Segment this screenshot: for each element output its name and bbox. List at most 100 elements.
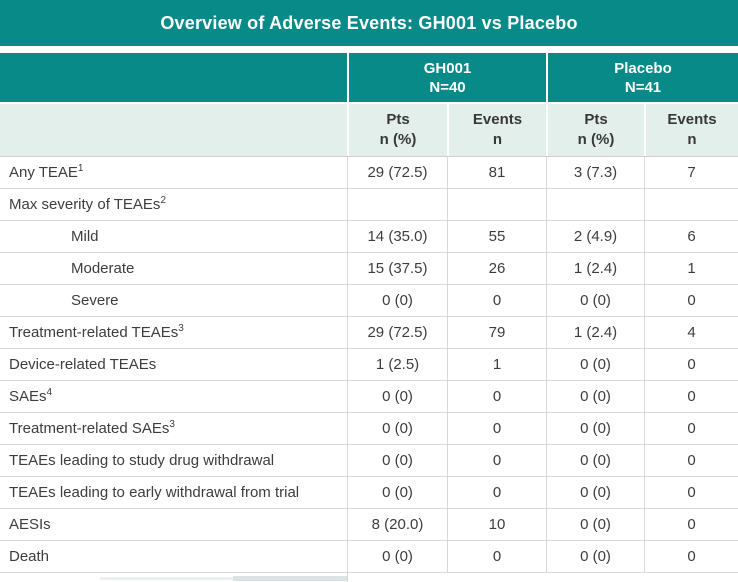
value-cell: 0	[644, 285, 738, 316]
value-cell: 0	[644, 509, 738, 540]
table-row-death: Death 0 (0) 0 0 (0) 0	[0, 541, 738, 573]
value-cell: 0	[447, 413, 546, 444]
column-header-gh001-events: Events n	[447, 104, 546, 156]
value-cell: 0 (0)	[347, 541, 447, 572]
table-row-aesis: AESIs 8 (20.0) 10 0 (0) 0	[0, 509, 738, 541]
group-n: N=41	[624, 78, 662, 96]
row-label: Treatment-related TEAEs 3	[9, 322, 184, 341]
table-row-teaes-early-withdrawal: TEAEs leading to early withdrawal from t…	[0, 477, 738, 509]
group-header-placebo: Placebo N=41	[546, 53, 738, 102]
value-cell: 15 (37.5)	[347, 253, 447, 284]
value-cell: 81	[447, 157, 546, 188]
value-cell: 7	[644, 157, 738, 188]
row-label: Any TEAE 1	[9, 162, 84, 181]
column-header-placebo-pts: Pts n (%)	[546, 104, 644, 156]
value-cell: 0 (0)	[347, 285, 447, 316]
value-cell	[546, 189, 644, 220]
row-label: Device-related TEAEs	[9, 356, 157, 373]
value-cell: 1 (2.4)	[546, 253, 644, 284]
title-divider	[0, 46, 738, 53]
group-name: GH001	[423, 59, 472, 77]
value-cell: 0 (0)	[546, 413, 644, 444]
table-row-saes: SAEs 4 0 (0) 0 0 (0) 0	[0, 381, 738, 413]
value-cell: 10	[447, 509, 546, 540]
value-cell: 0	[447, 445, 546, 476]
column-header-row: Pts n (%) Events n Pts n (%) Events n	[0, 104, 738, 157]
value-cell: 55	[447, 221, 546, 252]
adverse-events-table: GH001 N=40 Placebo N=41 Pts n (%) Events…	[0, 53, 738, 573]
row-label: AESIs	[9, 516, 51, 533]
value-cell: 0	[644, 381, 738, 412]
value-cell: 0 (0)	[546, 477, 644, 508]
table-row-treatment-related-saes: Treatment-related SAEs 3 0 (0) 0 0 (0) 0	[0, 413, 738, 445]
value-cell: 0	[447, 541, 546, 572]
value-cell: 0 (0)	[546, 445, 644, 476]
table-row-treatment-related-teaes: Treatment-related TEAEs 3 29 (72.5) 79 1 …	[0, 317, 738, 349]
value-cell	[644, 189, 738, 220]
row-label: Severe	[71, 292, 119, 309]
row-label: Max severity of TEAEs 2	[9, 194, 166, 213]
value-cell: 2 (4.9)	[546, 221, 644, 252]
page-title: Overview of Adverse Events: GH001 vs Pla…	[160, 12, 578, 33]
group-header-spacer	[0, 53, 347, 102]
cutoff-footnote-artifact	[0, 573, 738, 582]
value-cell: 0 (0)	[546, 541, 644, 572]
value-cell: 0 (0)	[347, 477, 447, 508]
value-cell	[347, 189, 447, 220]
value-cell: 4	[644, 317, 738, 348]
cutoff-footnote-fragment	[100, 577, 233, 580]
value-cell: 26	[447, 253, 546, 284]
value-cell: 0 (0)	[347, 445, 447, 476]
group-header-row: GH001 N=40 Placebo N=41	[0, 53, 738, 104]
table-row-moderate: Moderate 15 (37.5) 26 1 (2.4) 1	[0, 253, 738, 285]
table-row-teaes-drug-withdrawal: TEAEs leading to study drug withdrawal 0…	[0, 445, 738, 477]
value-cell: 1 (2.5)	[347, 349, 447, 380]
table-title-bar: Overview of Adverse Events: GH001 vs Pla…	[0, 0, 738, 46]
row-label: Treatment-related SAEs 3	[9, 418, 175, 437]
row-label: Death	[9, 548, 50, 565]
value-cell: 6	[644, 221, 738, 252]
group-n: N=40	[429, 78, 466, 96]
table-row-max-severity: Max severity of TEAEs 2	[0, 189, 738, 221]
row-label: TEAEs leading to early withdrawal from t…	[9, 484, 300, 501]
table-row-mild: Mild 14 (35.0) 55 2 (4.9) 6	[0, 221, 738, 253]
value-cell: 8 (20.0)	[347, 509, 447, 540]
column-header-gh001-pts: Pts n (%)	[347, 104, 447, 156]
value-cell: 0 (0)	[546, 381, 644, 412]
group-header-gh001: GH001 N=40	[347, 53, 546, 102]
value-cell: 0	[644, 445, 738, 476]
value-cell: 14 (35.0)	[347, 221, 447, 252]
row-label: SAEs 4	[9, 386, 53, 405]
value-cell: 0	[447, 285, 546, 316]
column-header-spacer	[0, 104, 347, 156]
value-cell: 0	[644, 541, 738, 572]
value-cell: 0 (0)	[546, 285, 644, 316]
value-cell: 79	[447, 317, 546, 348]
cutoff-footnote-fragment	[233, 576, 347, 581]
row-label: Mild	[71, 228, 99, 245]
column-divider-fragment	[347, 573, 348, 582]
value-cell: 0	[644, 413, 738, 444]
value-cell: 29 (72.5)	[347, 317, 447, 348]
row-label: Moderate	[71, 260, 135, 277]
value-cell: 1	[644, 253, 738, 284]
value-cell: 0	[447, 381, 546, 412]
value-cell: 0 (0)	[347, 413, 447, 444]
group-name: Placebo	[614, 59, 672, 77]
value-cell: 1	[447, 349, 546, 380]
value-cell: 1 (2.4)	[546, 317, 644, 348]
value-cell: 0	[644, 477, 738, 508]
value-cell: 0 (0)	[546, 509, 644, 540]
column-header-placebo-events: Events n	[644, 104, 738, 156]
value-cell: 0 (0)	[347, 381, 447, 412]
value-cell	[447, 189, 546, 220]
table-row-any-teae: Any TEAE 1 29 (72.5) 81 3 (7.3) 7	[0, 157, 738, 189]
value-cell: 3 (7.3)	[546, 157, 644, 188]
value-cell: 0	[644, 349, 738, 380]
row-label: TEAEs leading to study drug withdrawal	[9, 452, 275, 469]
value-cell: 0 (0)	[546, 349, 644, 380]
value-cell: 0	[447, 477, 546, 508]
table-row-device-related-teaes: Device-related TEAEs 1 (2.5) 1 0 (0) 0	[0, 349, 738, 381]
value-cell: 29 (72.5)	[347, 157, 447, 188]
